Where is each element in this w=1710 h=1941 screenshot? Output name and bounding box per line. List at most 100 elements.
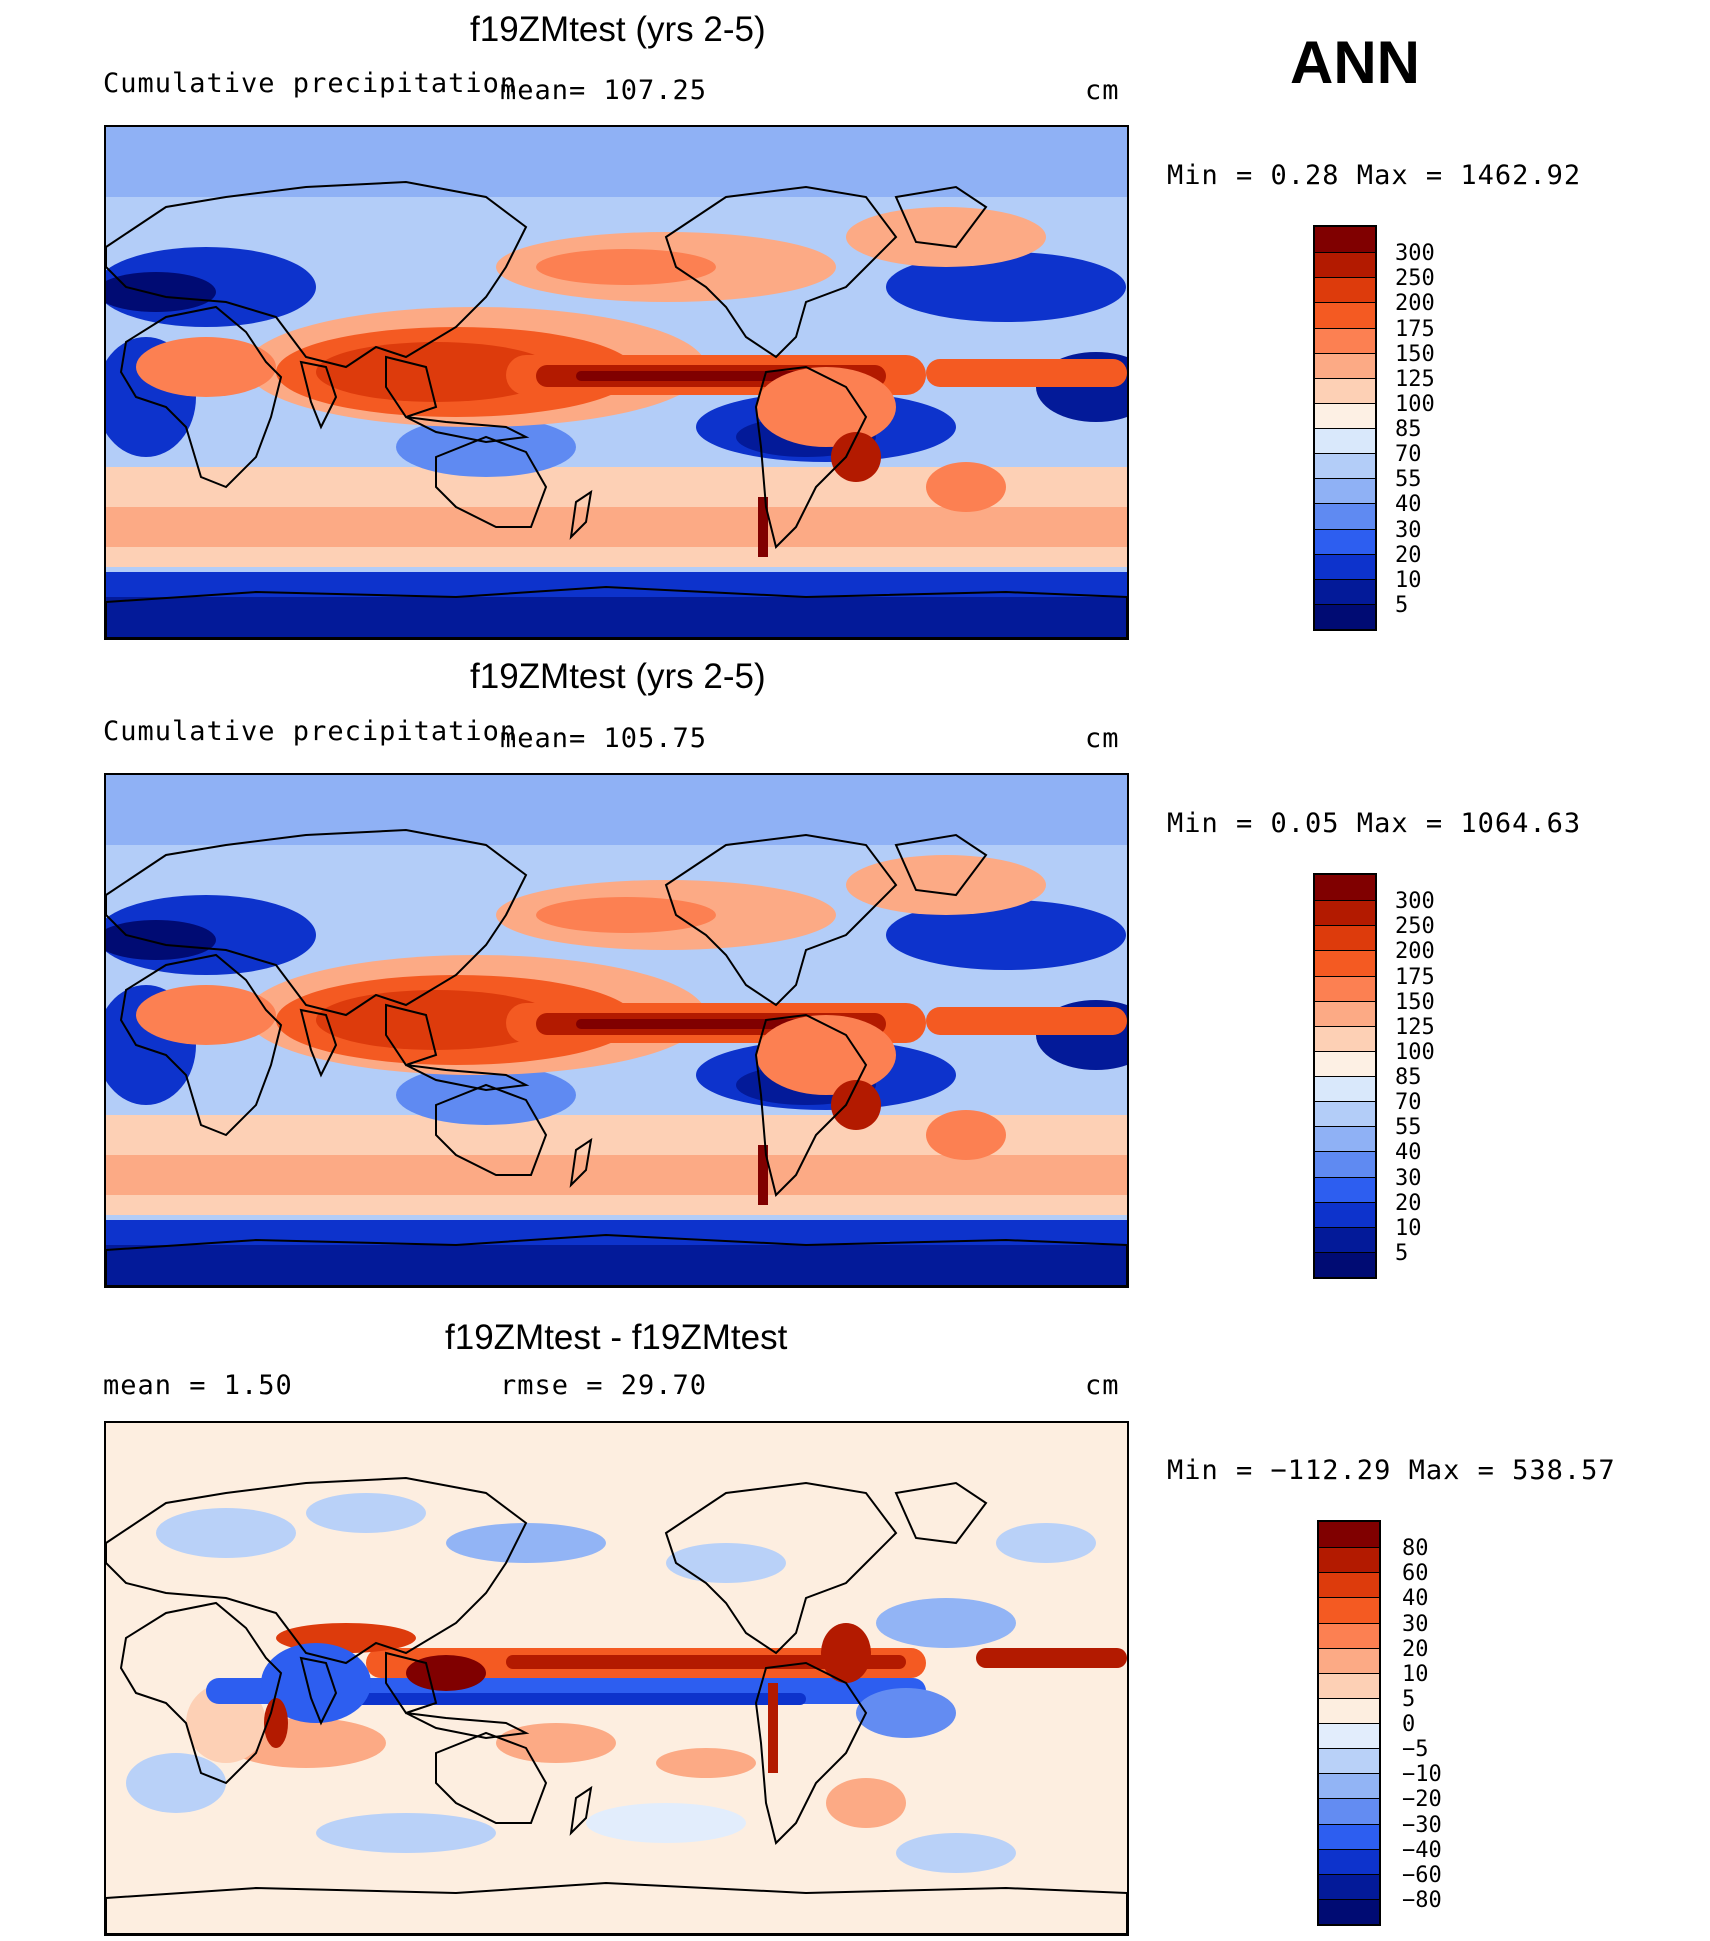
- colorbar-label: 250: [1395, 914, 1435, 940]
- colorbar-swatch: [1315, 302, 1375, 328]
- colorbar-swatch: [1315, 1050, 1375, 1076]
- coastline: [664, 185, 898, 359]
- coastline: [106, 1476, 528, 1665]
- colorbar-swatch: [1315, 950, 1375, 976]
- colorbar-label: 300: [1395, 889, 1435, 915]
- colorbar-swatch: [1315, 453, 1375, 479]
- panel2-units: cm: [1085, 723, 1120, 754]
- colorbar-label: 200: [1395, 291, 1435, 317]
- colorbar-swatch: [1315, 553, 1375, 579]
- colorbar-label: 125: [1395, 1014, 1435, 1040]
- colorbar-label: −80: [1402, 1887, 1442, 1913]
- colorbar-swatch: [1315, 227, 1375, 253]
- colorbar-swatch: [1319, 1873, 1379, 1899]
- colorbar-swatch: [1315, 1176, 1375, 1202]
- colorbar-swatch: [1315, 478, 1375, 504]
- panel1-title: f19ZMtest (yrs 2-5): [470, 10, 766, 49]
- panel3-colorbar: [1317, 1520, 1381, 1926]
- coastline: [299, 1656, 338, 1726]
- colorbar-label: 80: [1402, 1536, 1429, 1562]
- colorbar-swatch: [1315, 1201, 1375, 1227]
- colorbar-label: 30: [1402, 1611, 1429, 1637]
- coastline: [435, 1083, 548, 1176]
- colorbar-swatch: [1315, 1126, 1375, 1152]
- panel1-minmax: Min = 0.28 Max = 1462.92: [1167, 160, 1582, 191]
- colorbar-swatch: [1315, 1151, 1375, 1177]
- colorbar-label: 5: [1402, 1686, 1416, 1712]
- colorbar-label: 55: [1395, 467, 1422, 493]
- colorbar-swatch: [1315, 900, 1375, 926]
- coastline: [119, 953, 283, 1137]
- map-field: [106, 775, 1127, 1286]
- colorbar-label: 40: [1395, 492, 1422, 518]
- colorbar-label: 200: [1395, 939, 1435, 965]
- coastline: [754, 365, 868, 549]
- panel2-map: [104, 773, 1129, 1288]
- colorbar-label: 20: [1395, 542, 1422, 568]
- colorbar-label: 150: [1395, 341, 1435, 367]
- colorbar-label: 5: [1395, 1240, 1409, 1266]
- colorbar-swatch: [1319, 1697, 1379, 1723]
- panel1-units: cm: [1085, 75, 1120, 106]
- coastline: [435, 1731, 548, 1824]
- colorbar-swatch: [1315, 578, 1375, 604]
- coastline: [385, 355, 530, 444]
- colorbar-label: 55: [1395, 1115, 1422, 1141]
- colorbar-label: 125: [1395, 366, 1435, 392]
- colorbar-label: −40: [1402, 1837, 1442, 1863]
- coastline: [106, 828, 528, 1017]
- coastline: [435, 435, 548, 528]
- colorbar-swatch: [1319, 1823, 1379, 1849]
- coastline: [299, 1008, 338, 1078]
- panel3-map: [104, 1421, 1129, 1936]
- coastline: [894, 1481, 988, 1545]
- coastline: [106, 1233, 1127, 1286]
- panel2-title: f19ZMtest (yrs 2-5): [470, 657, 766, 696]
- panel3-minmax: Min = −112.29 Max = 538.57: [1167, 1455, 1616, 1486]
- coastline: [754, 1013, 868, 1197]
- colorbar-swatch: [1319, 1748, 1379, 1774]
- colorbar-label: 10: [1395, 1215, 1422, 1241]
- coastline: [569, 1137, 593, 1188]
- colorbar-label: −30: [1402, 1812, 1442, 1838]
- colorbar-label: −10: [1402, 1762, 1442, 1788]
- colorbar-swatch: [1319, 1898, 1379, 1924]
- map-field: [106, 127, 1127, 638]
- colorbar-swatch: [1319, 1597, 1379, 1623]
- colorbar-label: 0: [1402, 1712, 1416, 1737]
- colorbar-label: −20: [1402, 1787, 1442, 1813]
- colorbar-label: 250: [1395, 266, 1435, 292]
- colorbar-swatch: [1315, 352, 1375, 378]
- colorbar-swatch: [1319, 1798, 1379, 1824]
- colorbar-swatch: [1319, 1547, 1379, 1573]
- colorbar-swatch: [1315, 528, 1375, 554]
- panel2-colorbar: [1313, 873, 1377, 1279]
- colorbar-swatch: [1315, 1025, 1375, 1051]
- coastline: [119, 1601, 283, 1785]
- colorbar-label: 5: [1395, 592, 1409, 618]
- colorbar-swatch: [1315, 603, 1375, 629]
- panel2-mean: mean= 105.75: [500, 723, 708, 754]
- coastline: [894, 185, 988, 249]
- coastline: [299, 360, 338, 430]
- coastline: [385, 1651, 530, 1740]
- panel3-title: f19ZMtest - f19ZMtest: [445, 1318, 788, 1357]
- colorbar-label: 300: [1395, 241, 1435, 267]
- panel1-mean: mean= 107.25: [500, 75, 708, 106]
- colorbar-label: 40: [1395, 1140, 1422, 1166]
- colorbar-label: 20: [1402, 1636, 1429, 1662]
- colorbar-swatch: [1319, 1672, 1379, 1698]
- coastline: [894, 833, 988, 897]
- colorbar-label: 85: [1395, 417, 1422, 442]
- colorbar-label: −60: [1402, 1862, 1442, 1888]
- colorbar-swatch: [1315, 925, 1375, 951]
- panel3-units: cm: [1085, 1370, 1120, 1401]
- panel1-map: [104, 125, 1129, 640]
- colorbar-label: 10: [1395, 567, 1422, 593]
- season-label: ANN: [1290, 29, 1420, 96]
- colorbar-label: 70: [1395, 1090, 1422, 1116]
- colorbar-swatch: [1319, 1572, 1379, 1598]
- colorbar-label: 85: [1395, 1065, 1422, 1090]
- coastline: [385, 1003, 530, 1092]
- colorbar-swatch: [1315, 975, 1375, 1001]
